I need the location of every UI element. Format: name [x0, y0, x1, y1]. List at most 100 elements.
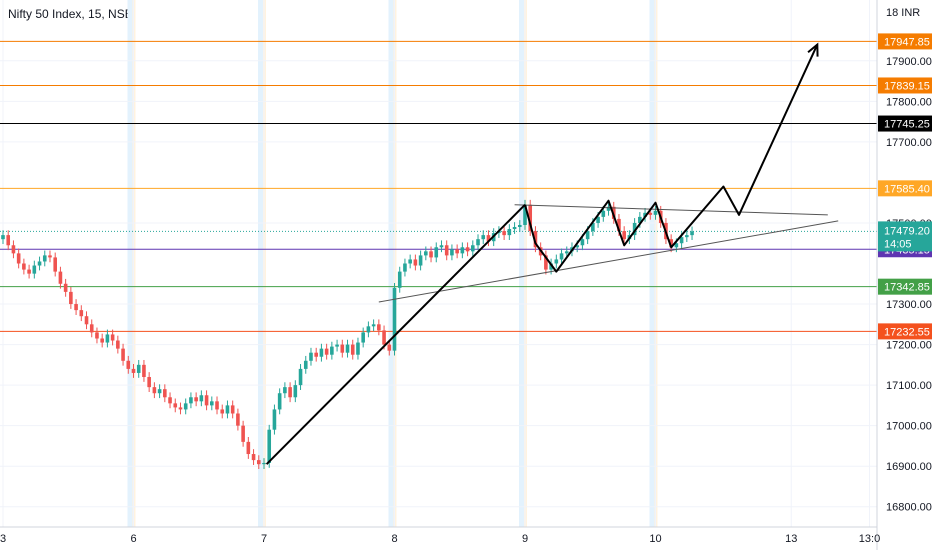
- candle-body[interactable]: [377, 324, 381, 331]
- candle-body[interactable]: [596, 216, 600, 223]
- candle-body[interactable]: [194, 397, 198, 402]
- candle-body[interactable]: [361, 332, 365, 343]
- candle-body[interactable]: [293, 385, 298, 398]
- candle-body[interactable]: [507, 229, 512, 236]
- candle-body[interactable]: [84, 316, 89, 325]
- candle-body[interactable]: [58, 271, 63, 284]
- candle-body[interactable]: [126, 360, 131, 369]
- candle-body[interactable]: [397, 271, 402, 288]
- candle-body[interactable]: [236, 413, 240, 426]
- candle-body[interactable]: [460, 247, 465, 254]
- candle-body[interactable]: [648, 212, 653, 215]
- candle-body[interactable]: [528, 204, 533, 232]
- candle-body[interactable]: [48, 255, 52, 258]
- candle-body[interactable]: [471, 245, 475, 252]
- candle-body[interactable]: [74, 304, 78, 311]
- candle-body[interactable]: [157, 389, 162, 394]
- candle-body[interactable]: [674, 243, 679, 248]
- candle-body[interactable]: [183, 403, 188, 410]
- candle-body[interactable]: [690, 231, 694, 236]
- candle-body[interactable]: [350, 344, 355, 355]
- candle-body[interactable]: [95, 332, 99, 339]
- candle-body[interactable]: [283, 387, 287, 394]
- candle-body[interactable]: [403, 263, 407, 272]
- triangle-top-line[interactable]: [514, 204, 828, 216]
- candle-body[interactable]: [277, 393, 282, 410]
- candle-body[interactable]: [512, 227, 517, 230]
- candle-body[interactable]: [42, 255, 47, 262]
- candle-body[interactable]: [173, 403, 178, 408]
- candle-body[interactable]: [225, 405, 230, 414]
- candle-body[interactable]: [439, 245, 444, 248]
- candle-body[interactable]: [502, 231, 506, 236]
- candle-body[interactable]: [230, 405, 235, 414]
- candle-body[interactable]: [178, 407, 183, 410]
- candle-body[interactable]: [638, 216, 642, 223]
- candle-body[interactable]: [533, 231, 538, 248]
- candle-body[interactable]: [685, 235, 689, 238]
- candle-body[interactable]: [429, 251, 433, 258]
- candle-body[interactable]: [591, 222, 595, 232]
- candle-body[interactable]: [69, 291, 73, 305]
- candle-body[interactable]: [643, 212, 647, 217]
- candle-body[interactable]: [486, 235, 491, 242]
- triangle-bottom-line[interactable]: [378, 220, 839, 303]
- candle-body[interactable]: [622, 231, 626, 240]
- candle-body[interactable]: [11, 245, 16, 254]
- candle-body[interactable]: [246, 441, 251, 455]
- candle-body[interactable]: [434, 247, 439, 258]
- candle-body[interactable]: [324, 348, 329, 355]
- candle-body[interactable]: [366, 326, 371, 333]
- candle-body[interactable]: [653, 210, 658, 215]
- candle-body[interactable]: [142, 364, 146, 378]
- candle-body[interactable]: [319, 348, 324, 357]
- candle-body[interactable]: [136, 364, 141, 373]
- candle-body[interactable]: [288, 387, 292, 398]
- candle-body[interactable]: [523, 204, 527, 225]
- candle-body[interactable]: [121, 348, 125, 361]
- candle-body[interactable]: [387, 344, 392, 351]
- candle-body[interactable]: [152, 387, 157, 394]
- candle-body[interactable]: [564, 251, 569, 254]
- candle-body[interactable]: [669, 239, 673, 248]
- candle-body[interactable]: [272, 409, 277, 430]
- candle-body[interactable]: [585, 231, 590, 240]
- candle-body[interactable]: [371, 324, 376, 327]
- candle-body[interactable]: [580, 239, 585, 246]
- candle-body[interactable]: [168, 397, 172, 404]
- candle-body[interactable]: [392, 287, 397, 351]
- candle-body[interactable]: [256, 460, 261, 465]
- candle-body[interactable]: [199, 395, 204, 402]
- candle-body[interactable]: [481, 235, 486, 240]
- candle-body[interactable]: [267, 429, 272, 463]
- candle-body[interactable]: [601, 210, 606, 217]
- candle-body[interactable]: [6, 235, 11, 246]
- candle-body[interactable]: [16, 253, 21, 264]
- candle-body[interactable]: [89, 324, 94, 333]
- candle-body[interactable]: [53, 257, 57, 272]
- candle-body[interactable]: [100, 338, 104, 343]
- candle-body[interactable]: [335, 344, 339, 347]
- candle-body[interactable]: [382, 330, 386, 345]
- candle-body[interactable]: [517, 224, 522, 228]
- candle-body[interactable]: [476, 239, 480, 246]
- candle-body[interactable]: [163, 389, 167, 398]
- candle-body[interactable]: [418, 255, 423, 266]
- candle-body[interactable]: [455, 249, 459, 254]
- candle-body[interactable]: [408, 259, 412, 264]
- candle-body[interactable]: [465, 247, 470, 252]
- candle-body[interactable]: [215, 401, 219, 410]
- candle-body[interactable]: [424, 251, 428, 256]
- candle-body[interactable]: [330, 346, 334, 355]
- candle-body[interactable]: [147, 377, 151, 388]
- candle-body[interactable]: [632, 222, 637, 236]
- candle-body[interactable]: [444, 245, 449, 256]
- candle-body[interactable]: [79, 310, 84, 317]
- rally-line[interactable]: [265, 203, 526, 465]
- candle-body[interactable]: [606, 206, 611, 211]
- zigzag-projection[interactable]: [524, 44, 819, 273]
- candle-body[interactable]: [27, 269, 31, 274]
- candle-body[interactable]: [559, 253, 564, 260]
- candle-body[interactable]: [210, 401, 214, 406]
